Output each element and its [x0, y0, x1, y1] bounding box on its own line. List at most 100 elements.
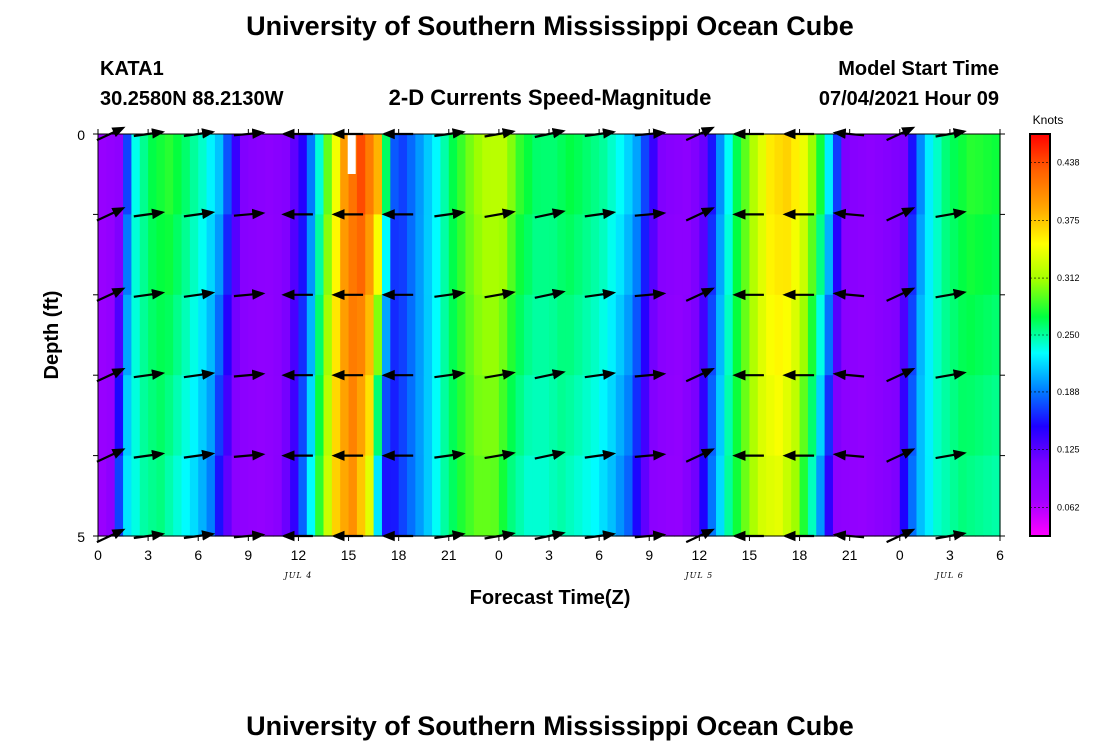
heatmap-cell: [832, 375, 842, 457]
heatmap-cell: [941, 375, 951, 457]
current-arrow: [96, 207, 126, 222]
heatmap-cell: [323, 375, 333, 457]
heatmap-cell: [432, 455, 442, 537]
heatmap-cell: [223, 455, 233, 537]
heatmap-cell: [574, 375, 584, 457]
heatmap-cell: [465, 134, 475, 215]
colorbar-tick-label: 0.125: [1057, 445, 1080, 455]
heatmap-cell: [432, 214, 442, 296]
heatmap-cell: [690, 455, 700, 537]
heatmap-cell: [757, 294, 767, 376]
heatmap-cell: [390, 134, 400, 215]
heatmap-cell: [465, 294, 475, 376]
heatmap-cell: [590, 375, 600, 457]
heatmap-cell: [323, 294, 333, 376]
heatmap-cell: [181, 134, 191, 215]
heatmap-cell: [908, 375, 918, 457]
footer-title: University of Southern Mississippi Ocean…: [246, 711, 854, 741]
heatmap-cell: [290, 375, 300, 457]
heatmap-cell: [498, 375, 508, 457]
y-tick-label: 0: [77, 127, 85, 143]
heatmap-cell: [724, 455, 734, 537]
heatmap-cell: [665, 134, 675, 215]
current-arrow: [434, 289, 466, 300]
heatmap-cell: [465, 214, 475, 296]
heatmap-cell: [473, 294, 483, 376]
heatmap-cell: [365, 455, 375, 537]
heatmap-cell: [331, 375, 341, 457]
heatmap-cell: [924, 294, 934, 376]
heatmap-cell: [365, 134, 375, 215]
heatmap-cell: [582, 134, 592, 215]
heatmap-cell: [173, 214, 183, 296]
heatmap-cell: [816, 134, 826, 215]
heatmap-cell: [557, 214, 567, 296]
heatmap-cell: [423, 134, 433, 215]
heatmap-cell: [640, 134, 650, 215]
heatmap-cell: [983, 294, 993, 376]
heatmap-cell: [98, 455, 107, 537]
heatmap-cell: [807, 455, 817, 537]
x-tick-label: 6: [595, 547, 603, 563]
heatmap-cell: [557, 455, 567, 537]
heatmap-cell: [866, 455, 876, 537]
heatmap-cell: [782, 455, 792, 537]
heatmap-cell: [214, 294, 224, 376]
heatmap-cell: [849, 455, 859, 537]
current-arrow: [935, 288, 967, 300]
heatmap-cell: [148, 134, 158, 215]
heatmap-cell: [590, 294, 600, 376]
heatmap-cell: [348, 294, 358, 376]
heatmap-cell: [607, 294, 617, 376]
heatmap-cell: [816, 375, 826, 457]
heatmap-cell: [941, 455, 951, 537]
heatmap-cell: [757, 134, 767, 215]
heatmap-cell: [315, 134, 325, 215]
current-arrow: [534, 288, 566, 300]
heatmap-cell: [665, 294, 675, 376]
heatmap-cell: [774, 134, 784, 215]
heatmap-cell: [173, 455, 183, 537]
heatmap-cell: [523, 455, 533, 537]
heatmap-cell: [908, 134, 918, 215]
heatmap-cell: [941, 294, 951, 376]
heatmap-cell: [423, 294, 433, 376]
heatmap-cell: [381, 455, 391, 537]
heatmap-cell: [607, 455, 617, 537]
heatmap-cell: [440, 375, 450, 457]
current-arrow: [133, 369, 166, 380]
heatmap-cell: [448, 294, 458, 376]
heatmap-cell: [457, 214, 467, 296]
heatmap-cell: [448, 214, 458, 296]
date-label: JUL 5: [683, 571, 713, 580]
x-tick-label: 3: [545, 547, 553, 563]
heatmap-cell: [782, 294, 792, 376]
heatmap-cell: [373, 455, 383, 537]
heatmap-cell: [974, 455, 984, 537]
current-arrow: [634, 289, 667, 300]
heatmap-cell: [415, 375, 425, 457]
heatmap-cell: [214, 134, 224, 215]
heatmap-cell: [540, 294, 550, 376]
heatmap-cell: [916, 214, 926, 296]
heatmap-cell: [682, 214, 692, 296]
heatmap-cell: [632, 455, 642, 537]
x-tick-label: 18: [391, 547, 407, 563]
current-arrow: [886, 448, 916, 463]
heatmap-cell: [290, 134, 300, 215]
colorbar-tick-label: 0.250: [1057, 330, 1080, 340]
heatmap-cell: [749, 214, 759, 296]
heatmap-cell: [490, 455, 500, 537]
heatmap-cell: [874, 294, 884, 376]
heatmap-cell: [381, 294, 391, 376]
heatmap-cell: [523, 134, 533, 215]
heatmap-cell: [348, 214, 358, 296]
x-tick-label: 12: [291, 547, 307, 563]
heatmap-cell: [114, 134, 124, 215]
heatmap-cell: [265, 375, 274, 457]
heatmap-cell: [958, 455, 968, 537]
heatmap-cell: [415, 294, 425, 376]
current-arrow: [96, 448, 126, 463]
heatmap-cell: [290, 455, 300, 537]
heatmap-cell: [883, 134, 893, 215]
